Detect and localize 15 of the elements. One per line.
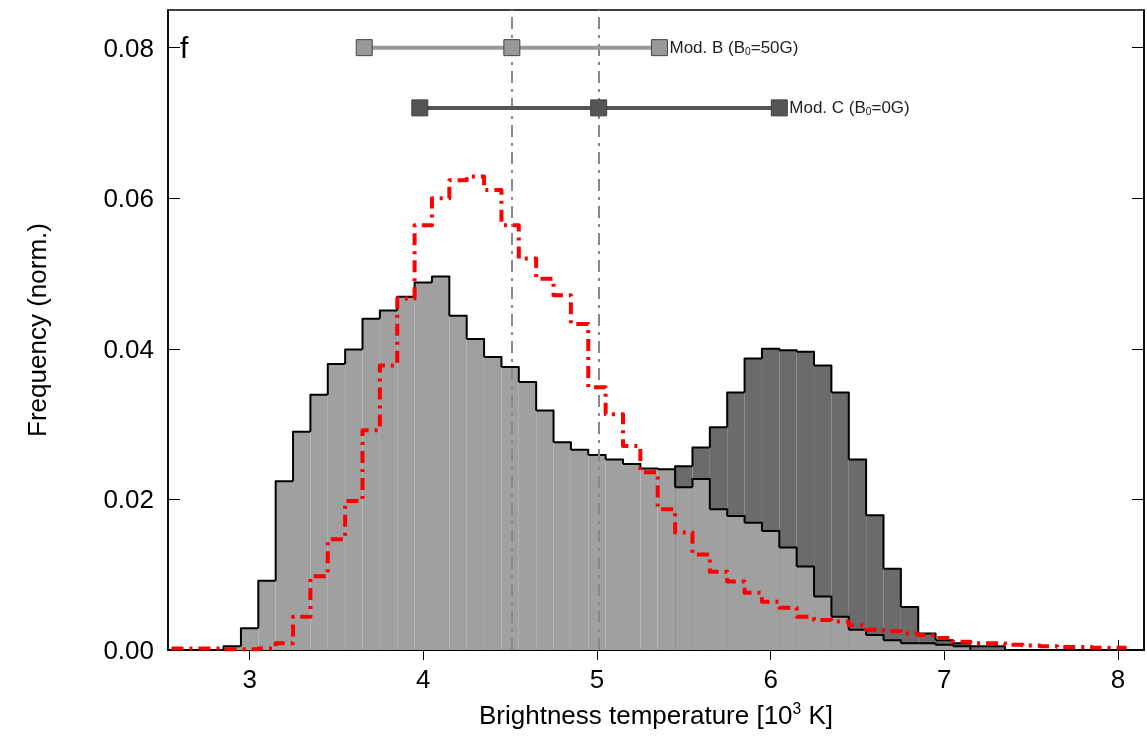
x-tick-label: 8 <box>1110 664 1126 694</box>
y-tick-label: 0.02 <box>103 484 154 515</box>
y-tick-label: 0.04 <box>103 333 154 364</box>
y-tick-label: 0.06 <box>103 183 154 214</box>
x-tick-label: 4 <box>416 664 431 694</box>
x-tick-label: 5 <box>589 664 605 694</box>
series-label: Mod. C (B0=0G) <box>789 98 910 118</box>
y-tick-label: 0.08 <box>103 32 154 63</box>
annotation: f <box>180 30 189 64</box>
x-tick-label: 6 <box>763 664 778 694</box>
series-label: Mod. B (B0=50G) <box>669 38 799 58</box>
x-tick-label: 3 <box>242 664 257 694</box>
x-tick-label: 7 <box>937 664 952 694</box>
y-axis-title: Frequency (norm.) <box>22 223 52 437</box>
y-tick-label: 0.00 <box>103 635 154 665</box>
